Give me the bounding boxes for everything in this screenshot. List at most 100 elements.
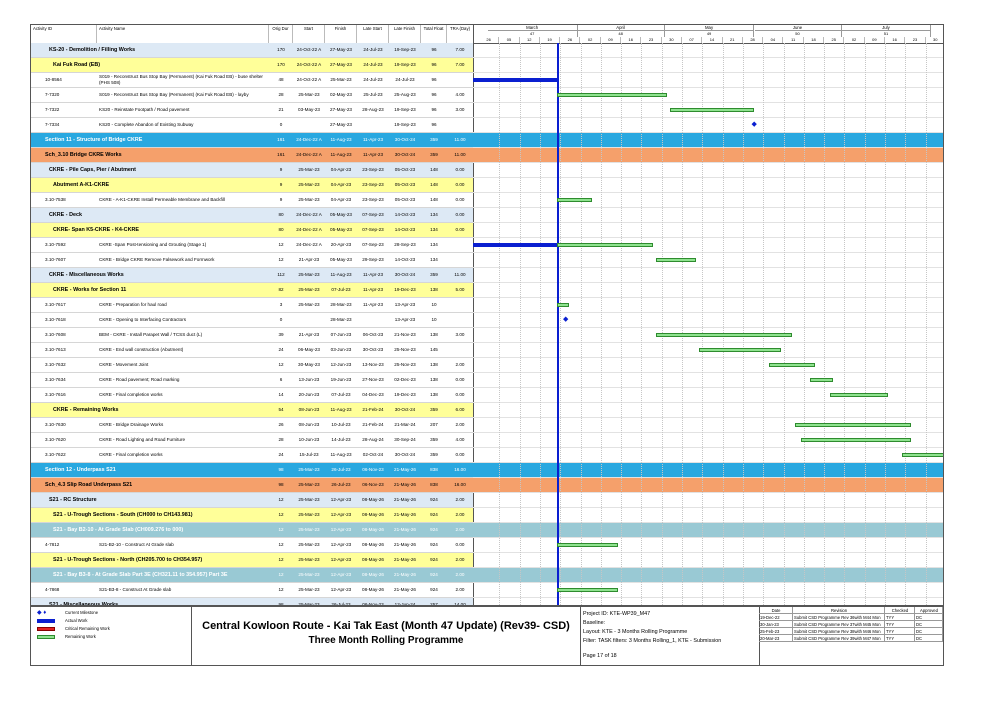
col-activity-name[interactable]: Activity Name: [97, 25, 269, 43]
activity-row[interactable]: 3.10-7622 CKRE - Final completion works 24…: [31, 448, 473, 463]
group-row[interactable]: CKRE - Miscellaneous Works 112 25-Mar-23 11…: [31, 268, 473, 283]
remaining-work-bar[interactable]: [809, 378, 833, 382]
remaining-work-bar[interactable]: [557, 93, 668, 97]
cell-finish: 11-Aug-23: [330, 272, 352, 277]
activity-row[interactable]: 7-7322 KS20 - Reinstate Footpath / Road p…: [31, 103, 473, 118]
col-late-finish[interactable]: Late Finish: [389, 25, 421, 43]
activity-row[interactable]: 3.10-7630 CKRE - Bridge Drainage Works 26 0…: [31, 418, 473, 433]
remaining-work-bar[interactable]: [557, 243, 653, 247]
cell-orig-dur: 112: [277, 272, 285, 277]
gantt-body: ◆ ◆: [473, 25, 943, 605]
group-row[interactable]: Kai Fuk Road (EB) 170 24-Oct-22 A 27-May-23…: [31, 58, 473, 73]
group-row[interactable]: Section 12 - Underpass S21 98 25-Mar-23 26-…: [31, 463, 473, 478]
cell-tra-day: 0.00: [455, 197, 465, 202]
remaining-work-bar[interactable]: [655, 258, 697, 262]
remaining-work-bar[interactable]: [699, 348, 781, 352]
activity-row[interactable]: 3.10-7634 CKRE - Road pavement; Road mark…: [31, 373, 473, 388]
activity-row[interactable]: 3.10-7538 CKRE - A-K1-CKRE Install Permea…: [31, 193, 473, 208]
group-row[interactable]: Sch_4.3 Slip Road Underpass S21 98 25-Mar-…: [31, 478, 473, 493]
group-row[interactable]: Section 11 - Structure of Bridge CKRE 161…: [31, 133, 473, 148]
cell-tra-day: 0.00: [455, 227, 465, 232]
cell-start: 20-Jun-23: [298, 392, 320, 397]
group-row[interactable]: S21 - Bay B2-10 - At Grade Slab (CH009.2…: [31, 523, 473, 538]
remaining-work-bar[interactable]: [800, 438, 912, 442]
cell-start: 24-Dec-22 A: [296, 137, 322, 142]
remaining-work-bar[interactable]: [829, 393, 888, 397]
col-total-float[interactable]: Total Float: [421, 25, 447, 43]
col-late-start[interactable]: Late Start: [357, 25, 389, 43]
remaining-work-bar[interactable]: [557, 198, 593, 202]
grid-line: [682, 43, 683, 605]
cell-late-finish: 25-Nov-23: [394, 347, 416, 352]
group-row[interactable]: CKRE- Span K5-CKRE - K4-CKRE 80 24-Dec-22 …: [31, 223, 473, 238]
grid-line: [621, 43, 623, 605]
month-number: 48: [578, 31, 665, 37]
activity-row[interactable]: 3.10-7613 CKRE - End wall construction (A…: [31, 343, 473, 358]
cell-total-float: 145: [430, 347, 438, 352]
cell-start: 08-Jun-23: [298, 407, 320, 412]
remaining-work-bar[interactable]: [902, 453, 943, 457]
group-row[interactable]: Abutment A-K1-CKRE 9 25-Mar-23 04-Apr-23 23-…: [31, 178, 473, 193]
cell-activity-id: 7-7320: [45, 92, 60, 97]
cell-late-finish: 14-Oct-23: [394, 257, 416, 262]
cell-start: 25-Mar-23: [298, 557, 320, 562]
col-tra-day[interactable]: TRA (Day): [449, 26, 471, 31]
actual-work-bar[interactable]: [473, 78, 558, 82]
group-row[interactable]: S21 - Miscellaneous Works 98 25-Mar-23 26-J…: [31, 598, 473, 605]
activity-row[interactable]: 7-7334 KS20 - Complete Abandon of Existin…: [31, 118, 473, 133]
remaining-work-bar[interactable]: [795, 423, 912, 427]
cell-late-start: 11-Apr-23: [362, 272, 384, 277]
cell-activity-id: 3.10-7622: [45, 452, 66, 457]
activity-row[interactable]: 4-7812 S21-B2-10 - Construct At Grade sla…: [31, 538, 473, 553]
group-row[interactable]: CKRE - Works for Section 11 82 25-Mar-23 07…: [31, 283, 473, 298]
remaining-work-bar[interactable]: [557, 303, 569, 307]
col-start[interactable]: Start: [293, 25, 325, 43]
activity-row[interactable]: 3.10-7618 CKRE - Opening to Interfacing C…: [31, 313, 473, 328]
remaining-work-bar[interactable]: [769, 363, 816, 367]
milestone-diamond[interactable]: ◆: [751, 121, 757, 128]
remaining-work-bar[interactable]: [670, 108, 755, 112]
revision-cell: Submit CSD Programme Rev 39with M47 Mon: [793, 635, 885, 642]
activity-row[interactable]: 3.10-7608 BEM - CKRE - Install Parapet Wa…: [31, 328, 473, 343]
group-row[interactable]: CKRE - Deck 80 24-Dec-22 A 05-May-23 07-Sep-…: [31, 208, 473, 223]
col-activity-id[interactable]: Activity ID: [31, 25, 97, 43]
col-orig-dur[interactable]: Orig Dur: [269, 25, 293, 43]
cell-finish: 04-Apr-23: [330, 197, 352, 202]
revision-cell: Submit CSD Programme Rev 38with M46 Mon: [793, 628, 885, 635]
group-row[interactable]: S21 - U-Trough Sections - North (CH205.7…: [31, 553, 473, 568]
cell-late-finish: 21-May-26: [394, 542, 416, 547]
cell-activity-id: 3.10-7620: [45, 437, 66, 442]
cell-finish: 11-Aug-23: [330, 452, 352, 457]
actual-work-bar[interactable]: [473, 243, 558, 247]
grid-line: [539, 43, 541, 605]
activity-row[interactable]: 7-7320 S019 - Reconstruct Bus Stop Bay (P…: [31, 88, 473, 103]
group-row[interactable]: CKRE - Remaining Works 54 08-Jun-23 11-Aug-…: [31, 403, 473, 418]
activity-row[interactable]: 3.10-7617 CKRE - Preparation for haul roa…: [31, 298, 473, 313]
cell-total-float: 10: [431, 302, 437, 307]
remaining-work-bar[interactable]: [655, 333, 793, 337]
cell-late-finish: 21-May-26: [394, 467, 416, 472]
group-row[interactable]: Sch_3.10 Bridge CKRE Works 161 24-Dec-22 A…: [31, 148, 473, 163]
activity-row[interactable]: 3.10-7616 CKRE - Final completion works 14…: [31, 388, 473, 403]
col-finish[interactable]: Finish: [325, 25, 357, 43]
cell-activity-id: 7-7322: [45, 107, 60, 112]
activity-row[interactable]: 10-8564 S019 - Reconstruct Bus Stop Bay (…: [31, 73, 473, 88]
cell-late-start: 07-Sep-23: [362, 212, 384, 217]
group-row[interactable]: CKRE - Pile Caps, Pier / Abutment 9 25-Mar…: [31, 163, 473, 178]
gantt-row-band: [473, 568, 943, 583]
activity-row[interactable]: 3.10-7632 CKRE - Movement Joint 12 30-May-2…: [31, 358, 473, 373]
group-row[interactable]: S21 - Bay B3-8 - At Grade Slab Part 3E (…: [31, 568, 473, 583]
remaining-work-bar[interactable]: [557, 543, 619, 547]
cell-late-start: 24-Jul-23: [363, 47, 383, 52]
activity-row[interactable]: 3.10-7607 CKRE - Bridge CKRE Remove False…: [31, 253, 473, 268]
activity-row[interactable]: 3.10-7620 CKRE - Road Lighting and Road F…: [31, 433, 473, 448]
group-row[interactable]: S21 - U-Trough Sections - South (CH000 t…: [31, 508, 473, 523]
remaining-work-bar[interactable]: [557, 588, 619, 592]
group-row[interactable]: KS-20 - Demolition / Filling Works 170 24-…: [31, 43, 473, 58]
activity-row[interactable]: 3.10-7592 CKRE -Span Post-tensioning and …: [31, 238, 473, 253]
month-label: May: [664, 25, 755, 31]
cell-late-finish: 13-Apr-23: [394, 302, 416, 307]
group-row[interactable]: S21 - RC Structure 12 25-Mar-23 12-Apr-23 08…: [31, 493, 473, 508]
milestone-diamond[interactable]: ◆: [563, 316, 569, 323]
activity-row[interactable]: 4-7868 S21-B3-8 - Construct At Grade slab…: [31, 583, 473, 598]
